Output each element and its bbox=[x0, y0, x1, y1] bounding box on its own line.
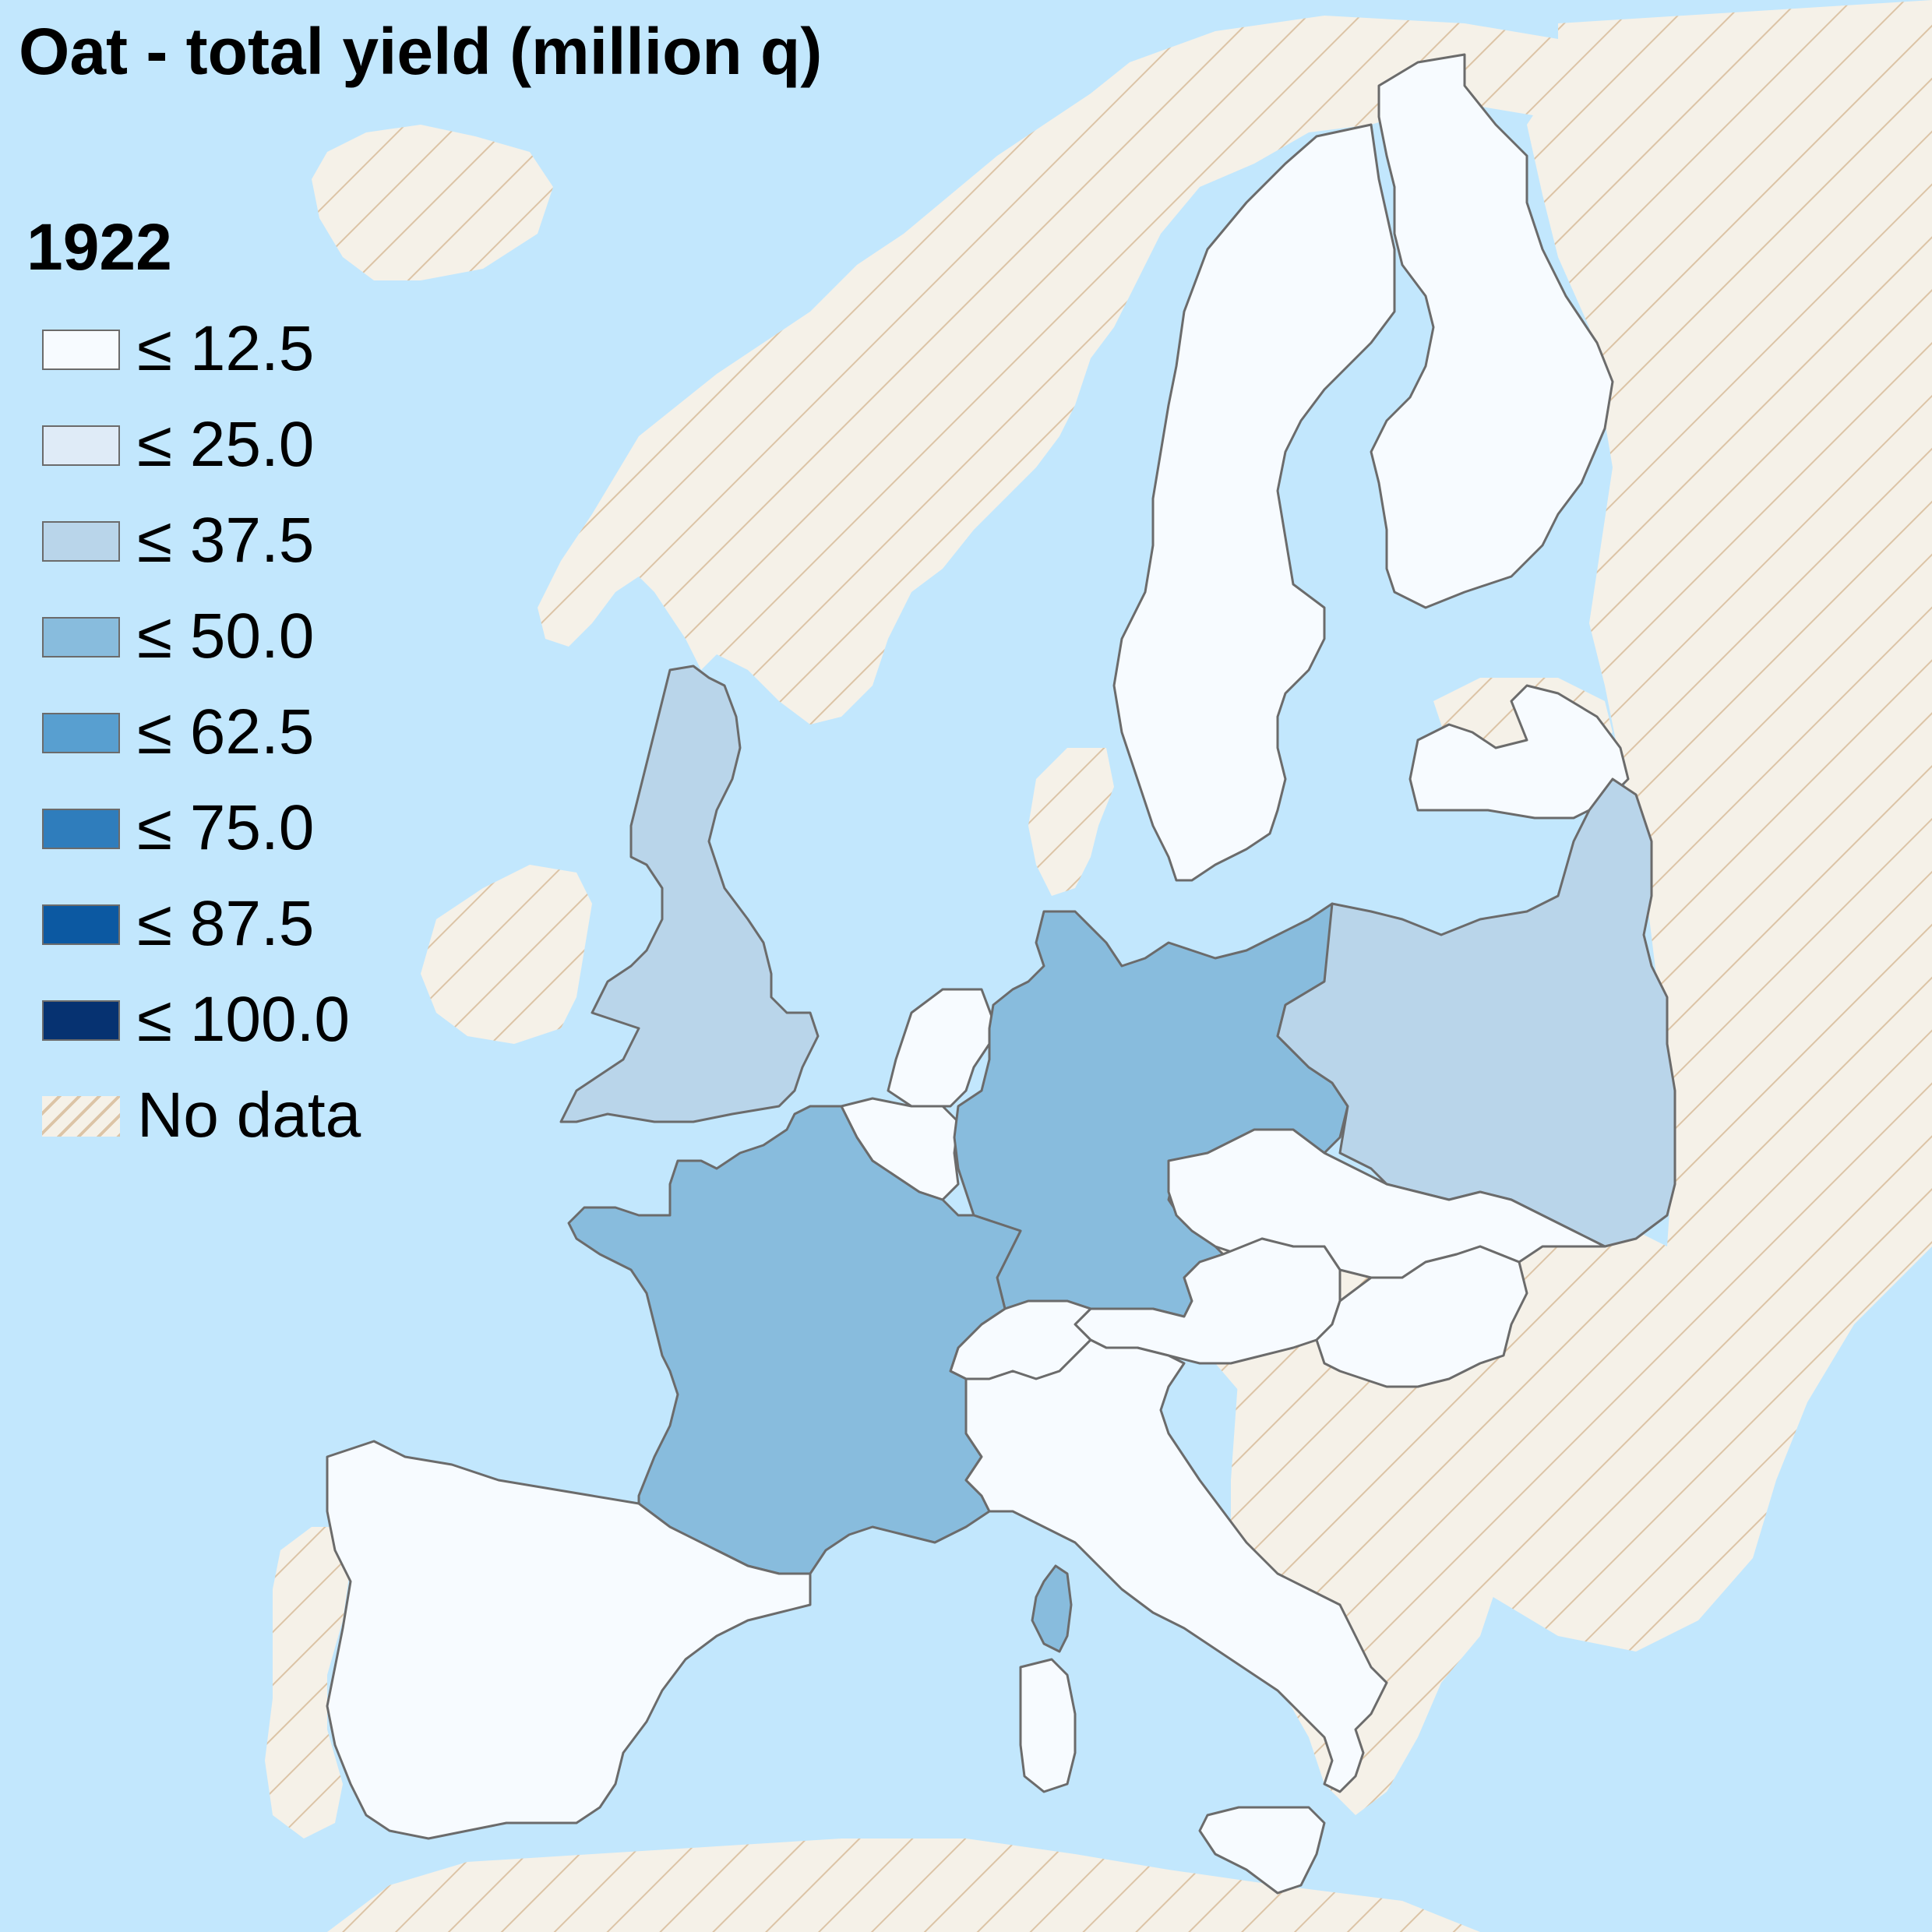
country-latvia[interactable] bbox=[1408, 684, 1630, 820]
country-sicily[interactable] bbox=[1198, 1806, 1326, 1895]
iceland-shape bbox=[312, 125, 553, 280]
legend-swatch bbox=[42, 617, 120, 658]
country-hungary[interactable] bbox=[1315, 1245, 1528, 1388]
country-austria[interactable] bbox=[1074, 1237, 1341, 1365]
country-sweden[interactable] bbox=[1112, 123, 1396, 882]
country-corsica[interactable] bbox=[1031, 1564, 1073, 1653]
legend-swatch bbox=[42, 904, 120, 945]
legend-label: ≤ 25.0 bbox=[137, 409, 315, 480]
legend-label: ≤ 100.0 bbox=[137, 984, 350, 1055]
russia-east-shape bbox=[966, 0, 1932, 1652]
legend-swatch bbox=[42, 1096, 120, 1137]
legend-swatch bbox=[42, 425, 120, 466]
legend: 1922 ≤ 12.5 ≤ 25.0 ≤ 37.5 ≤ 50.0 ≤ 62.5 ≤ 75.… bbox=[26, 210, 361, 1148]
legend-year: 1922 bbox=[26, 210, 172, 284]
country-spain[interactable] bbox=[326, 1440, 812, 1840]
legend-label: No data bbox=[137, 1080, 361, 1151]
legend-label: ≤ 12.5 bbox=[137, 313, 315, 384]
country-sardinia[interactable] bbox=[1019, 1658, 1077, 1793]
ireland-shape bbox=[421, 865, 592, 1044]
country-netherlands[interactable] bbox=[887, 988, 995, 1108]
country-uk[interactable] bbox=[559, 665, 820, 1123]
country-italy[interactable] bbox=[964, 1338, 1388, 1793]
legend-label: ≤ 75.0 bbox=[137, 792, 315, 863]
map-title: Oat - total yield (million q) bbox=[19, 15, 823, 88]
no-data-land bbox=[265, 0, 1932, 1932]
north-africa-shape bbox=[327, 1839, 1480, 1932]
legend-swatch bbox=[42, 713, 120, 753]
legend-swatch bbox=[42, 521, 120, 562]
portugal-shape bbox=[265, 1527, 351, 1839]
country-poland[interactable] bbox=[1276, 777, 1676, 1248]
denmark-shape bbox=[1028, 748, 1114, 896]
legend-swatch bbox=[42, 330, 120, 370]
legend-label: ≤ 62.5 bbox=[137, 696, 315, 767]
legend-swatch bbox=[42, 1000, 120, 1041]
norway-shape bbox=[538, 16, 1581, 724]
legend-label: ≤ 87.5 bbox=[137, 888, 315, 959]
legend-swatch bbox=[42, 809, 120, 849]
country-finland[interactable] bbox=[1370, 53, 1614, 609]
legend-label: ≤ 37.5 bbox=[137, 505, 315, 576]
legend-label: ≤ 50.0 bbox=[137, 601, 315, 672]
countries bbox=[326, 53, 1676, 1895]
